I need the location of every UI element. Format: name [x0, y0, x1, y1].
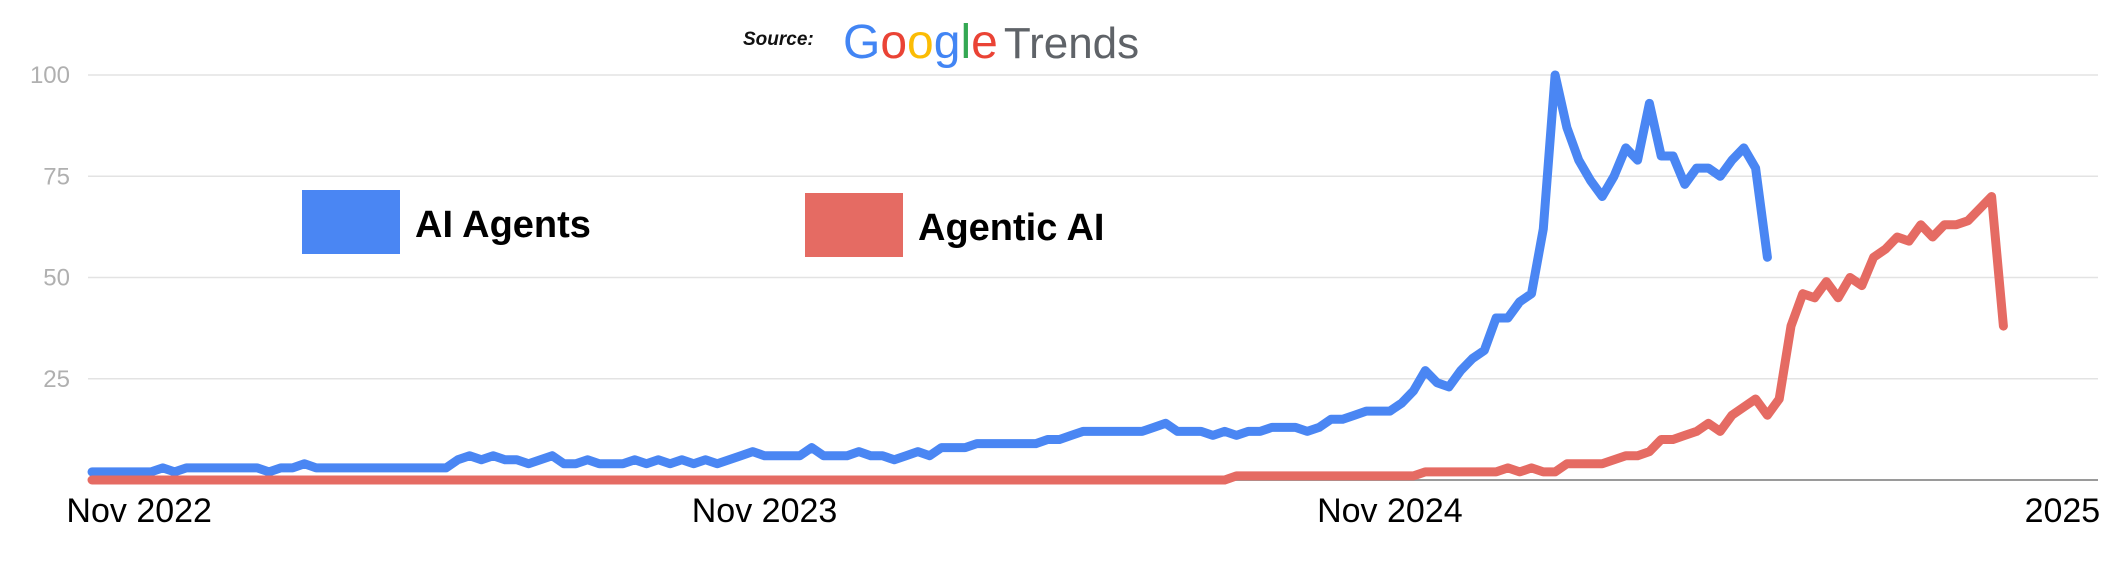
- brand-letter: o: [907, 16, 934, 69]
- y-tick-label: 75: [43, 163, 70, 190]
- source-label: Source:: [743, 29, 814, 50]
- series-line-agentic-ai: [87, 192, 2008, 485]
- x-tick-label: 2025: [2025, 492, 2101, 530]
- legend-swatch-agentic-ai: [805, 193, 903, 257]
- y-tick-label: 50: [43, 265, 70, 292]
- x-tick-label: Nov 2024: [1317, 492, 1463, 530]
- legend-label-agentic-ai: Agentic AI: [918, 207, 1105, 249]
- brand-letter: e: [971, 16, 998, 69]
- gridlines: [88, 74, 2098, 380]
- y-tick-label: 100: [30, 62, 70, 89]
- y-axis-ticks: 25 50 75 100: [30, 62, 70, 393]
- y-tick-label: 25: [43, 366, 70, 393]
- brand-letter: o: [880, 16, 907, 69]
- brand-letter: G: [843, 16, 880, 69]
- source-header: Source: Google Trends: [743, 16, 1139, 69]
- x-tick-label: Nov 2022: [66, 492, 212, 530]
- legend: AI Agents Agentic AI: [302, 190, 1105, 257]
- series-line-ai-agents: [87, 70, 1772, 477]
- brand-letter: g: [934, 16, 961, 69]
- trends-wordmark: Trends: [1004, 19, 1139, 68]
- google-trends-logo: Google Trends: [843, 16, 1139, 69]
- brand-letter: l: [960, 16, 971, 69]
- legend-swatch-ai-agents: [302, 190, 400, 254]
- x-tick-label: Nov 2023: [692, 492, 838, 530]
- series-lines: [87, 70, 2008, 485]
- x-axis-ticks: Nov 2022 Nov 2023 Nov 2024 2025: [66, 492, 2100, 530]
- legend-label-ai-agents: AI Agents: [415, 204, 591, 246]
